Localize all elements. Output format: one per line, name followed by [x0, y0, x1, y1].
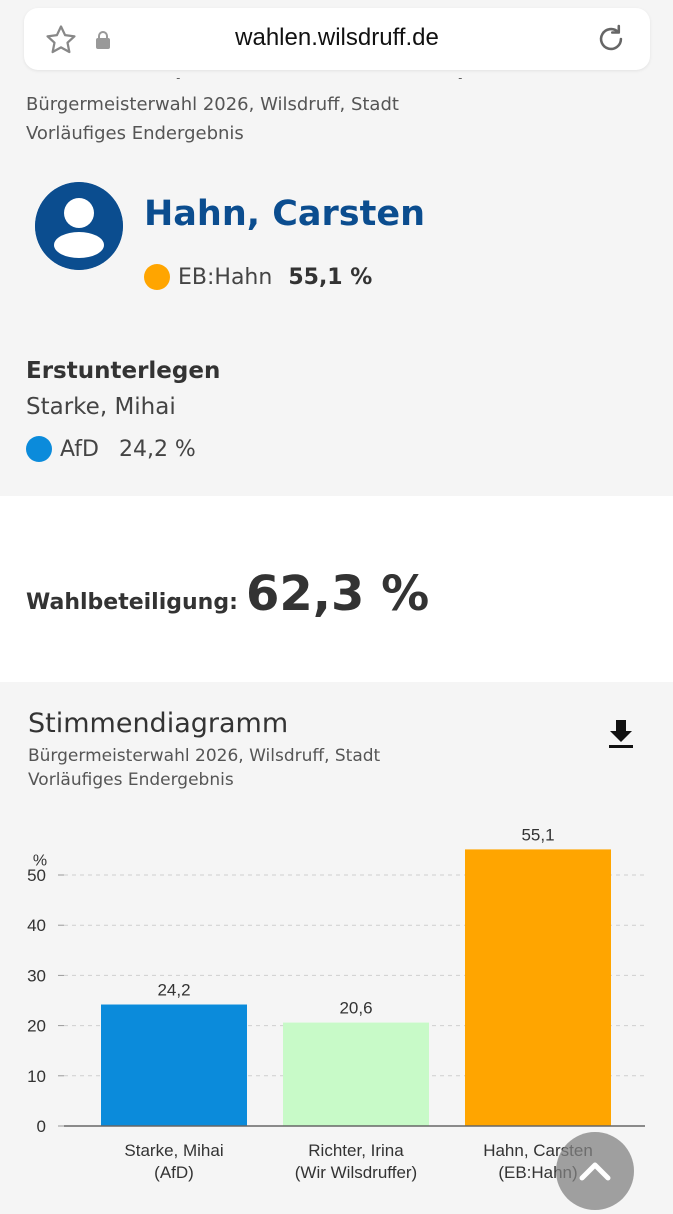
chart-result-status: Vorläufiges Endergebnis	[28, 770, 234, 790]
winner-name: Hahn, Carsten	[144, 194, 426, 234]
lock-icon	[96, 31, 110, 49]
y-axis-label: %	[33, 852, 47, 869]
chart-subtitle: Bürgermeisterwahl 2026, Wilsdruff, Stadt…	[28, 744, 380, 792]
bar	[465, 849, 611, 1126]
y-tick-label: 40	[27, 916, 46, 935]
runner-up-party-row: AfD 24,2 %	[26, 434, 196, 464]
reload-icon[interactable]	[594, 22, 628, 56]
x-tick-label: Starke, Mihai	[124, 1141, 223, 1160]
chart-title: Stimmendiagramm	[28, 708, 289, 739]
bar	[283, 1022, 429, 1126]
x-tick-label: Richter, Irina	[308, 1141, 404, 1160]
runner-up-heading: Erstunterlegen	[26, 358, 221, 384]
address-bar[interactable]: wahlen.wilsdruff.de	[24, 8, 650, 70]
y-tick-label: 0	[37, 1117, 46, 1136]
winner-percent: 55,1 %	[288, 264, 373, 290]
party-color-dot	[26, 436, 52, 462]
bar-value-label: 20,6	[339, 999, 372, 1018]
y-tick-label: 10	[27, 1067, 46, 1086]
election-name: Bürgermeisterwahl 2026, Wilsdruff, Stadt	[26, 94, 399, 115]
y-tick-label: 20	[27, 1017, 46, 1036]
runner-up-name: Starke, Mihai	[26, 394, 176, 420]
runner-up-party: AfD	[60, 436, 99, 462]
section-heading-cut: Gewählte/r Direktbewerber/-in	[28, 76, 510, 83]
x-tick-party-label: (Wir Wilsdruffer)	[295, 1163, 417, 1182]
bar	[101, 1004, 247, 1126]
winner-party-row: EB:Hahn 55,1 %	[144, 262, 372, 292]
result-section: Bürgermeisterwahl 2026, Wilsdruff, Stadt…	[0, 78, 673, 496]
runner-up-percent: 24,2 %	[118, 436, 196, 462]
turnout-value: 62,3 %	[246, 566, 430, 622]
turnout-section: Wahlbeteiligung: 62,3 %	[0, 496, 673, 682]
chart-section: Stimmendiagramm Bürgermeisterwahl 2026, …	[0, 682, 673, 1200]
winner-party: EB:Hahn	[178, 264, 273, 290]
scroll-to-top-button[interactable]	[556, 1132, 634, 1210]
browser-toolbar: wahlen.wilsdruff.de	[0, 0, 673, 78]
chart-election-name: Bürgermeisterwahl 2026, Wilsdruff, Stadt	[28, 746, 381, 766]
bar-chart: % 0 10 20 30 40 50 24,2 Starke, Mihai (AfD) 20,6 Ri…	[27, 825, 645, 1182]
x-tick-party-label: (AfD)	[154, 1163, 194, 1182]
y-tick-label: 50	[27, 866, 46, 885]
turnout-label: Wahlbeteiligung:	[26, 590, 238, 615]
person-icon	[35, 182, 123, 270]
url-text[interactable]: wahlen.wilsdruff.de	[235, 24, 439, 51]
y-tick-label: 30	[27, 966, 46, 985]
download-icon[interactable]	[606, 718, 636, 750]
star-icon[interactable]	[44, 23, 78, 57]
result-subtitle: Bürgermeisterwahl 2026, Wilsdruff, Stadt…	[26, 90, 399, 148]
bar-value-label: 24,2	[157, 981, 190, 1000]
party-color-dot	[144, 264, 170, 290]
bar-value-label: 55,1	[521, 825, 554, 844]
result-status: Vorläufiges Endergebnis	[26, 123, 244, 144]
chevron-up-icon	[579, 1162, 611, 1181]
